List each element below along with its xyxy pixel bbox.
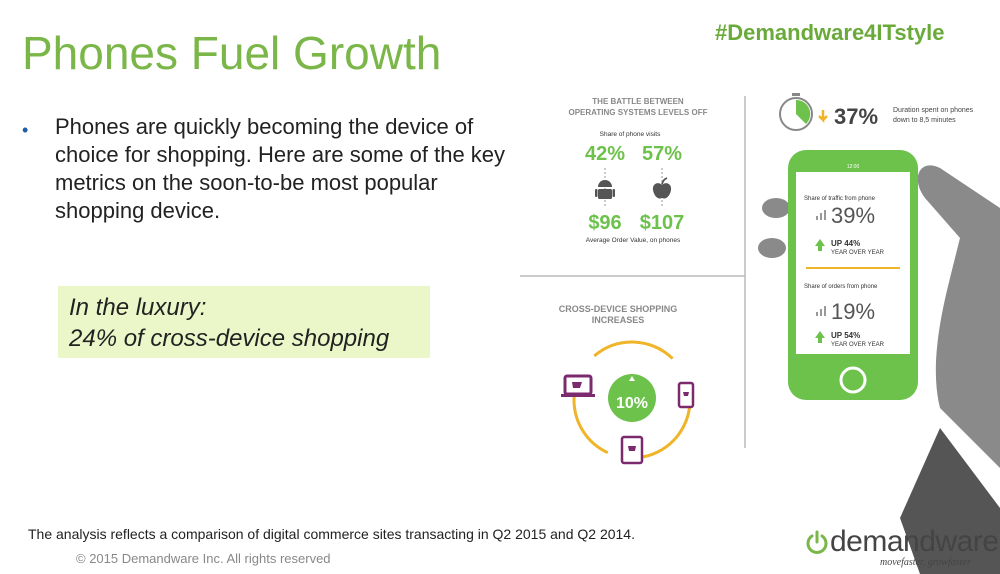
down-arrow-icon (818, 110, 828, 124)
cross-title-1: CROSS-DEVICE SHOPPING (559, 304, 678, 314)
aov-label: Average Order Value, on phones (586, 237, 681, 244)
orders-up: UP 54% (831, 331, 860, 340)
smartphone-illustration: 12:00 Share of traffic from phone 39% UP… (788, 150, 918, 400)
android-share: 42% (585, 143, 625, 165)
tablet-icon (620, 435, 644, 465)
duration-text-2: down to 8,5 minutes (893, 117, 956, 124)
android-icon (595, 180, 615, 199)
logo-wordmark: demandware (830, 525, 999, 558)
traffic-pct: 39% (831, 203, 875, 228)
hashtag: #Demandware4ITstyle (715, 20, 945, 45)
up-arrow-icon (815, 239, 825, 251)
cross-device-badge (608, 374, 656, 422)
infographic: THE BATTLE BETWEEN OPERATING SYSTEMS LEV… (520, 93, 1000, 574)
traffic-yoy: YEAR OVER YEAR (831, 250, 885, 256)
ios-share: 57% (642, 143, 682, 165)
luxury-line-2: 24% of cross-device shopping (69, 325, 390, 352)
luxury-callout: In the luxury: 24% of cross-device shopp… (58, 286, 430, 358)
hand-icon (758, 165, 1000, 574)
orders-label: Share of orders from phone (804, 284, 878, 290)
duration-pct: 37% (834, 104, 878, 129)
bar-chart-icon (816, 210, 826, 220)
bar-chart-icon (816, 306, 826, 316)
up-arrow-icon (815, 331, 825, 343)
slide-title: Phones Fuel Growth (22, 27, 442, 79)
cross-pct: 10% (616, 395, 648, 412)
footnote: The analysis reflects a comparison of di… (28, 526, 635, 542)
copyright: © 2015 Demandware Inc. All rights reserv… (76, 551, 331, 566)
ios-aov: $107 (640, 212, 685, 234)
battle-title-2: OPERATING SYSTEMS LEVELS OFF (569, 108, 708, 117)
share-label: Share of phone visits (600, 131, 661, 138)
luxury-line-1: In the luxury: (69, 294, 207, 321)
logo-tagline: movefaster, growfaster (880, 557, 971, 568)
battle-title-1: THE BATTLE BETWEEN (592, 97, 684, 106)
home-button (839, 366, 867, 394)
orders-pct: 19% (831, 299, 875, 324)
apple-icon (652, 177, 672, 199)
laptop-icon (561, 374, 595, 397)
phone-time: 12:00 (847, 164, 860, 170)
phone-icon (677, 381, 695, 409)
cross-title-2: INCREASES (592, 315, 645, 325)
duration-text-1: Duration spent on phones (893, 107, 974, 114)
bullet-marker: • (22, 120, 29, 140)
orders-yoy: YEAR OVER YEAR (831, 342, 885, 348)
traffic-up: UP 44% (831, 239, 860, 248)
android-aov: $96 (588, 212, 621, 234)
traffic-label: Share of traffic from phone (804, 196, 876, 202)
stopwatch-icon (779, 93, 813, 131)
bullet-text: Phones are quickly becoming the device o… (55, 114, 506, 223)
power-icon (806, 530, 828, 554)
